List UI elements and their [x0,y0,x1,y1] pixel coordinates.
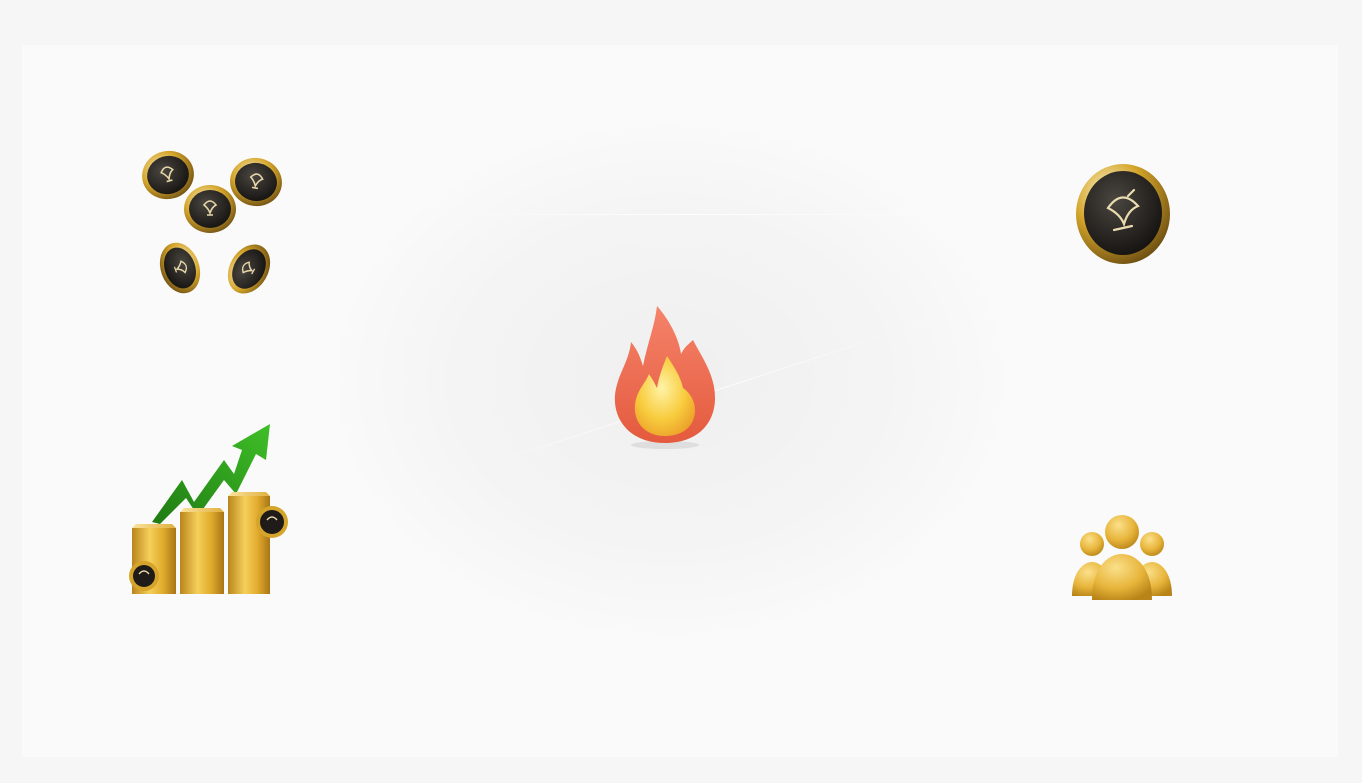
people-group-icon [1072,515,1172,600]
coins-cluster-icon [135,145,287,302]
gold-bars-growth-icon [129,424,288,594]
coin-icon [1076,164,1170,264]
fire-icon [614,306,715,449]
decorative-line [420,214,960,215]
